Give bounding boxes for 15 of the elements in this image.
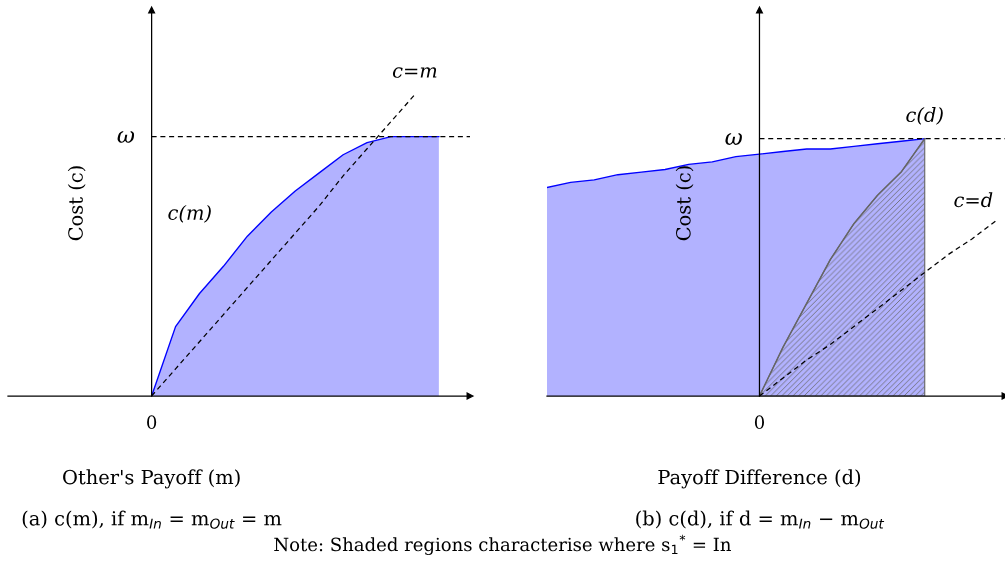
x-axis-title: Payoff Difference (d): [658, 469, 861, 489]
series-label: c=d: [954, 192, 993, 208]
y-axis-title: Cost (c): [675, 166, 694, 241]
text: (b) c(d), if d = m$_{In}$ − m$_{Out}$: [636, 510, 885, 529]
series-label: c(m): [168, 204, 211, 223]
text: (a) c(m), if m$_{In}$ = m$_{Out}$ = m: [22, 510, 282, 529]
series-label: c=m: [392, 67, 437, 78]
ref-line-label: ω: [725, 133, 742, 145]
y-axis-title: Cost (c): [67, 166, 86, 241]
text: Note: Shaded regions characterise where s$_{1}$$^{*}$ = In: [274, 534, 731, 556]
text: 0: [147, 415, 157, 430]
text: 0: [754, 415, 765, 430]
series-label: c(d): [906, 107, 943, 125]
x-axis-title: Other's Payoff (m): [63, 469, 240, 489]
ref-line-label: ω: [117, 131, 135, 143]
